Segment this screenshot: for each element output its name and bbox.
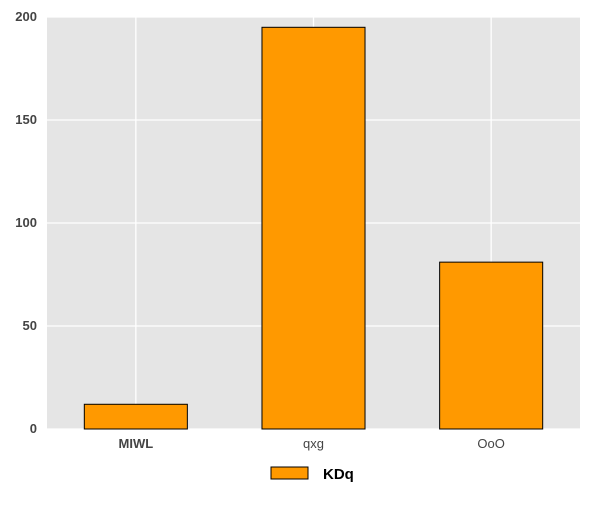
legend-label: KDq xyxy=(323,466,354,483)
y-tick-label: 150 xyxy=(15,112,37,127)
y-tick-label: 200 xyxy=(15,9,37,24)
bars xyxy=(83,26,544,430)
x-axis-ticks: MIWL qxg OoO xyxy=(119,436,505,451)
y-tick-label: 100 xyxy=(15,215,37,230)
bar-OoO xyxy=(439,261,544,430)
y-tick-label: 0 xyxy=(30,421,37,436)
x-tick-label: MIWL xyxy=(119,436,154,451)
legend: KDq xyxy=(270,466,354,483)
y-tick-label: 50 xyxy=(23,318,37,333)
bar-MIWL xyxy=(83,403,188,430)
bar-qxg xyxy=(261,26,366,430)
y-axis-ticks: 0 50 100 150 200 xyxy=(15,9,37,436)
x-tick-label: qxg xyxy=(303,436,324,451)
legend-swatch xyxy=(270,466,309,480)
x-tick-label: OoO xyxy=(477,436,504,451)
